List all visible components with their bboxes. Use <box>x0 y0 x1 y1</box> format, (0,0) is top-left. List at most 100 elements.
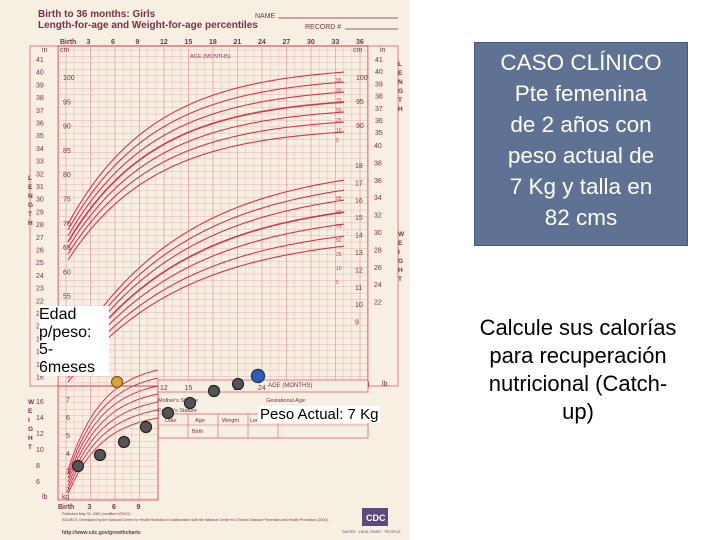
length-in-tick-right: 38 <box>375 94 383 101</box>
weight-lb-tick-left: 16 <box>36 399 44 406</box>
length-cm-tick: 65 <box>63 245 71 252</box>
weight-lb-tick-left: 14 <box>36 415 44 422</box>
weight-lb-tick-left: 10 <box>36 447 44 454</box>
weight-percentile-curve <box>67 235 345 379</box>
length-percentile-curve <box>67 111 345 249</box>
length-in-tick: 39 <box>36 82 44 89</box>
length-in-tick: 24 <box>36 273 44 280</box>
side-letter: I <box>28 417 30 424</box>
bottom-age-tick: Birth <box>58 504 74 511</box>
weight-lower-curve <box>67 409 159 491</box>
top-axis-title: AGE (MONTHS) <box>190 54 231 60</box>
side-letter: H <box>28 435 33 442</box>
right-scale: 100 95 90 41 40 39 38 37 36 35 18 17 16 15 14 13 12 11 10 9… <box>355 57 383 327</box>
peso-actual-label: Peso Actual: 7 Kg <box>258 406 381 423</box>
length-in-tick: 27 <box>36 235 44 242</box>
bottom-grid <box>58 386 158 500</box>
length-in-tick-right: 41 <box>375 57 383 64</box>
side-letter: H <box>398 106 403 113</box>
weight-lb-tick-right: 34 <box>374 195 382 202</box>
length-in-tick: 36 <box>36 121 44 128</box>
weight-kg-tick-right: 16 <box>355 198 363 205</box>
side-letter: H <box>398 267 403 274</box>
age-column: Age <box>195 418 205 424</box>
cdc-logo-text: CDC <box>366 513 386 523</box>
length-in-tick: 31 <box>36 184 44 191</box>
length-in-tick: 25 <box>36 260 44 267</box>
cm-unit-right: cm <box>353 47 363 54</box>
date-column: Date <box>165 418 177 424</box>
side-letter: E <box>28 184 33 191</box>
weight-lb-tick-right: 22 <box>374 300 382 307</box>
bottom-age-tick: 6 <box>112 504 116 511</box>
weight-lb-tick-right: 28 <box>374 247 382 254</box>
edad-label-line: 6meses <box>39 358 96 376</box>
length-cm-tick: 95 <box>63 99 71 106</box>
side-letter: N <box>398 79 403 86</box>
length-cm-tick: 90 <box>63 124 71 131</box>
percentile-tag-length: 75 <box>336 98 342 104</box>
side-letter: E <box>398 70 403 77</box>
weight-lb-tick-right: 26 <box>374 265 382 272</box>
chart-title-line1: Birth to 36 months: Girls <box>38 9 156 20</box>
weight-plot-frame <box>57 385 159 501</box>
case-line: 82 cms <box>544 205 618 230</box>
top-age-tick: 24 <box>258 39 266 46</box>
length-in-tick: 26 <box>36 248 44 255</box>
chart-title-line2: Length-for-age and Weight-for-age percen… <box>38 20 258 31</box>
side-letter: G <box>398 258 403 265</box>
source-note: SOURCE: Developed by the National Center… <box>62 518 329 522</box>
task-line: up) <box>562 399 594 424</box>
length-percentile-curve <box>67 101 345 243</box>
case-line: peso actual de <box>507 143 655 168</box>
name-label: NAME <box>255 13 276 20</box>
length-cm-tick: 100 <box>63 75 75 82</box>
edad-peso-label: Edad p/peso: 5- 6meses <box>39 306 109 376</box>
top-age-tick: 27 <box>283 39 291 46</box>
edad-peso-point <box>110 375 124 389</box>
percentile-tag-length: 25 <box>336 118 342 124</box>
weight-kg-tick-left: 6 <box>66 415 70 422</box>
length-in-tick: 29 <box>36 209 44 216</box>
weight-kg-tick-right: 12 <box>355 267 363 274</box>
weight-percentile-curve <box>67 245 345 383</box>
length-cm-tick-right: 95 <box>356 99 364 106</box>
length-in-tick: 37 <box>36 108 44 115</box>
length-in-tick-right: 36 <box>375 118 383 125</box>
side-letter: G <box>28 426 33 433</box>
bottom-age-tick: 9 <box>137 504 141 511</box>
side-letter: T <box>398 97 402 104</box>
side-letter: T <box>398 276 402 283</box>
birth-row-label: Birth <box>192 429 203 435</box>
length-percentile-curve <box>67 71 345 225</box>
edad-label-line: 5- <box>39 341 54 358</box>
birth-data-table: Mother's Stature Father's Stature Gestat… <box>157 398 369 439</box>
length-in-tick-right: 37 <box>375 106 383 113</box>
side-letter: E <box>28 408 33 415</box>
weight-percentile-curve <box>67 179 345 359</box>
length-in-tick: 34 <box>36 146 44 153</box>
weight-lower-curve <box>67 393 159 483</box>
weight-lb-tick-right: 36 <box>374 178 382 185</box>
weight-column: Weight <box>222 418 239 424</box>
length-percentile-curve <box>67 131 345 261</box>
weight-kg-tick-right: 9 <box>355 320 359 327</box>
top-age-tick: 15 <box>185 39 193 46</box>
weight-kg-tick-right: 17 <box>355 180 363 187</box>
length-cm-tick: 85 <box>63 148 71 155</box>
side-letter: L <box>28 175 32 182</box>
edad-label-line: Edad <box>39 306 77 323</box>
top-age-tick: 36 <box>356 39 364 46</box>
percentile-tag-length: 90 <box>336 88 342 94</box>
current-weight-point <box>250 368 266 384</box>
weight-lower-curve <box>67 401 159 487</box>
weight-percentile-curve <box>67 199 345 367</box>
top-age-tick: 9 <box>136 39 140 46</box>
weight-lb-tick-left: 8 <box>36 463 40 470</box>
percentile-tag-weight: 90 <box>336 210 342 216</box>
length-cm-tick-right: 90 <box>356 123 364 130</box>
